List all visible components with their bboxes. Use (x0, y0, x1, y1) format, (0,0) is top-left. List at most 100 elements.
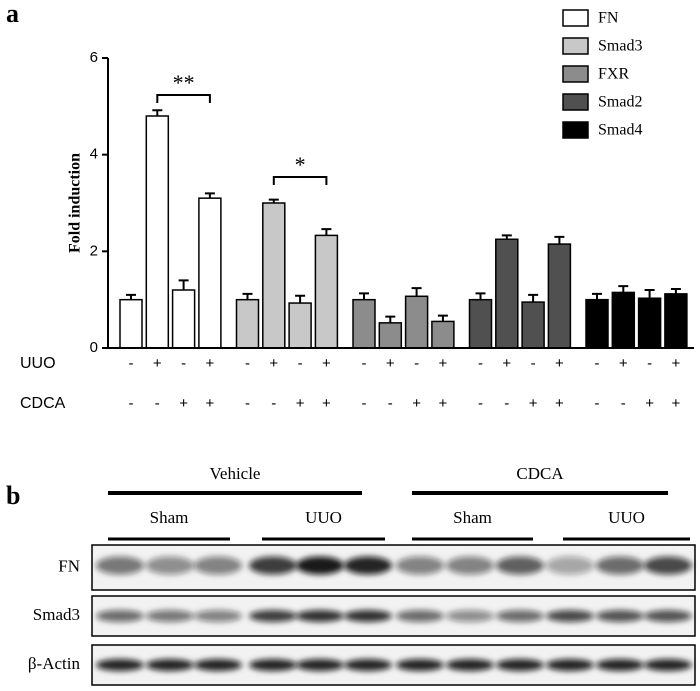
row-label: β-Actin (28, 654, 81, 673)
blot-band (296, 659, 344, 671)
legend-label: FXR (598, 66, 629, 83)
condition-name: UUO (20, 355, 56, 372)
error-bar (126, 293, 136, 300)
error-bar (385, 315, 396, 323)
condition-label: - (362, 395, 367, 412)
legend-label: FN (598, 10, 619, 27)
blot-band (546, 659, 594, 671)
condition-label: - (531, 355, 536, 372)
subgroup-label: UUO (305, 508, 342, 527)
condition-label: + (555, 355, 564, 372)
legend-label: Smad2 (598, 94, 642, 111)
error-bar (359, 292, 369, 300)
condition-label: - (478, 355, 483, 372)
condition-label: + (322, 355, 331, 372)
condition-label: - (245, 355, 250, 372)
blot-band (344, 659, 392, 671)
legend-swatch (562, 37, 589, 55)
blot-band (496, 610, 544, 622)
blot-band (344, 556, 392, 575)
blot-band (396, 659, 444, 671)
error-bar (152, 109, 163, 116)
bar (262, 202, 286, 349)
significance-label: ** (173, 70, 195, 95)
blot-band (96, 556, 144, 575)
subgroup-label: Sham (453, 508, 492, 527)
y-tick-label: 0 (90, 339, 98, 356)
error-bar (618, 285, 629, 293)
group-label: CDCA (516, 464, 564, 483)
condition-label: - (478, 395, 483, 412)
condition-label: + (322, 395, 331, 412)
group-label: Vehicle (210, 464, 261, 483)
blot-band (496, 659, 544, 671)
condition-label: + (502, 355, 511, 372)
blot-band (96, 659, 144, 671)
subgroup-label: Sham (150, 508, 189, 527)
blot-band (194, 610, 242, 622)
blot-band (446, 659, 494, 671)
blot-band (249, 556, 297, 575)
blot-band (546, 556, 594, 575)
bar (314, 234, 339, 349)
significance-label: * (295, 152, 306, 177)
blot-band (496, 556, 544, 575)
blot-band (596, 556, 644, 575)
condition-label: - (621, 395, 626, 412)
significance-bracket (156, 94, 211, 103)
condition-label: - (155, 395, 160, 412)
panel-label: a (6, 0, 19, 28)
error-bar (437, 314, 448, 322)
legend-swatch (562, 121, 589, 139)
blot-band (344, 610, 392, 622)
blot-band (596, 659, 644, 671)
condition-label: + (206, 355, 215, 372)
legend-swatch (562, 93, 589, 111)
blot-band (296, 556, 344, 575)
y-tick-label: 6 (90, 49, 98, 66)
condition-label: + (672, 395, 681, 412)
condition-label: - (595, 355, 600, 372)
blot-band (249, 659, 297, 671)
y-tick-label: 4 (90, 146, 98, 163)
blot-band (296, 610, 344, 622)
bar (288, 302, 312, 349)
significance-bracket (272, 176, 328, 185)
bar (547, 243, 572, 349)
blot-band (194, 659, 242, 671)
legend-swatch (562, 9, 589, 27)
condition-label: + (206, 395, 215, 412)
error-bar (475, 292, 486, 300)
condition-label: - (245, 395, 250, 412)
blot-band (396, 556, 444, 575)
condition-label: - (504, 395, 509, 412)
error-bar (592, 292, 602, 300)
condition-label: + (269, 355, 278, 372)
condition-label: + (529, 395, 538, 412)
condition-label: - (181, 355, 186, 372)
condition-label: + (645, 395, 654, 412)
condition-label: + (386, 355, 395, 372)
error-bar (204, 192, 215, 199)
blot-band (644, 659, 692, 671)
bar (235, 298, 260, 349)
condition-label: + (439, 395, 448, 412)
bar (521, 301, 545, 349)
error-bar (528, 293, 539, 303)
error-bar (670, 288, 681, 294)
row-label: FN (58, 556, 80, 575)
condition-label: + (296, 395, 305, 412)
condition-label: - (271, 395, 276, 412)
bar (495, 238, 519, 349)
bar (585, 298, 609, 349)
bar (637, 297, 662, 349)
blot-band (596, 610, 644, 622)
bar (145, 115, 170, 349)
bar (431, 320, 455, 349)
bar (404, 295, 429, 349)
error-bar (411, 287, 422, 297)
bar (611, 291, 636, 349)
condition-label: - (647, 355, 652, 372)
blot-band (194, 556, 242, 575)
